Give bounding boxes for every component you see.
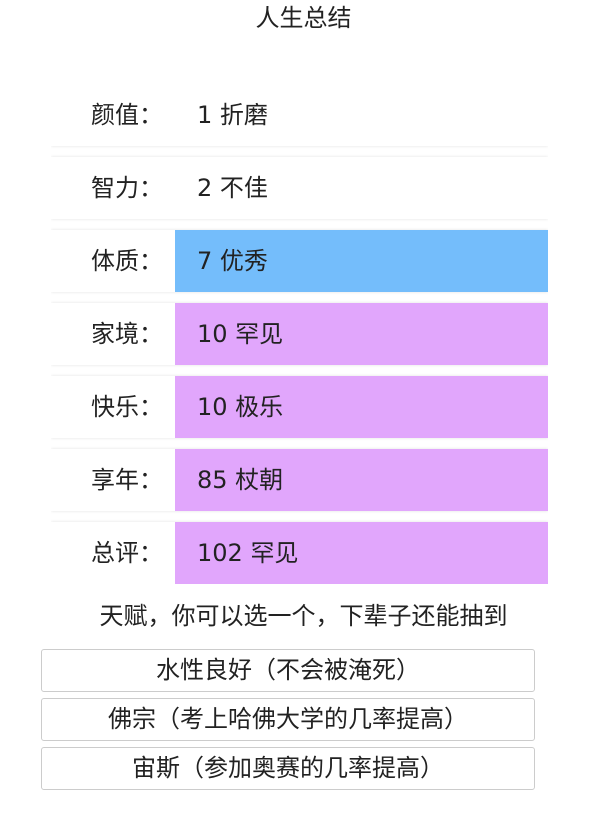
stat-row: 家境： 10 罕见 xyxy=(51,303,548,365)
stat-label: 智力： xyxy=(91,174,163,202)
stat-label: 颜值： xyxy=(91,101,163,129)
stat-value: 10 罕见 xyxy=(175,303,548,365)
stat-row: 总评： 102 罕见 xyxy=(51,522,548,584)
stat-row: 智力： 2 不佳 xyxy=(51,157,548,219)
stat-value: 1 折磨 xyxy=(175,84,548,146)
stat-label: 享年： xyxy=(91,466,163,494)
stat-value: 102 罕见 xyxy=(175,522,548,584)
stat-label: 快乐： xyxy=(91,393,163,421)
stat-row: 享年： 85 杖朝 xyxy=(51,449,548,511)
talent-prompt: 天赋，你可以选一个，下辈子还能抽到 xyxy=(99,602,508,630)
stats-list: 颜值： 1 折磨 智力： 2 不佳 体质： 7 优秀 家境： 10 罕见 快乐： 10 极乐 享年：… xyxy=(51,84,548,584)
stat-label: 体质： xyxy=(91,247,163,275)
stat-value: 2 不佳 xyxy=(175,157,548,219)
page-title: 人生总结 xyxy=(255,4,352,32)
stat-row: 快乐： 10 极乐 xyxy=(51,376,548,438)
stat-value: 10 极乐 xyxy=(175,376,548,438)
stat-row: 体质： 7 优秀 xyxy=(51,230,548,292)
stat-label: 总评： xyxy=(91,539,163,567)
stat-value: 85 杖朝 xyxy=(175,449,548,511)
stat-row: 颜值： 1 折磨 xyxy=(51,84,548,146)
stat-label: 家境： xyxy=(91,320,163,348)
talent-option-button[interactable]: 宙斯（参加奥赛的几率提高） xyxy=(41,747,535,790)
talent-option-button[interactable]: 佛宗（考上哈佛大学的几率提高） xyxy=(41,698,535,741)
talent-option-button[interactable]: 水性良好（不会被淹死） xyxy=(41,649,535,692)
stat-value: 7 优秀 xyxy=(175,230,548,292)
